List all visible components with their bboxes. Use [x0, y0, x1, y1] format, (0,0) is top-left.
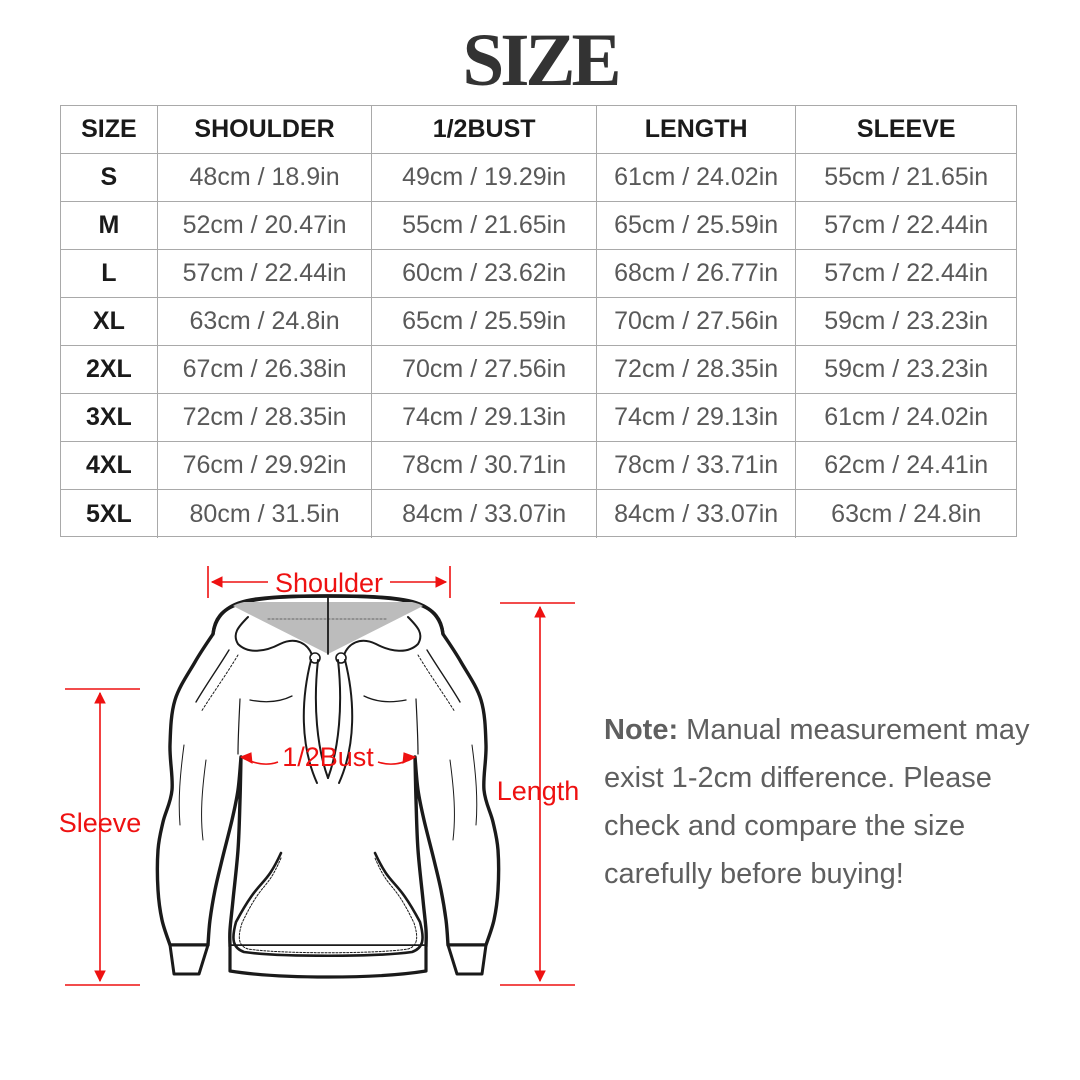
svg-text:Length: Length [497, 776, 580, 806]
svg-text:Shoulder: Shoulder [275, 568, 383, 598]
svg-text:1/2Bust: 1/2Bust [282, 742, 374, 772]
svg-text:Sleeve: Sleeve [59, 808, 142, 838]
